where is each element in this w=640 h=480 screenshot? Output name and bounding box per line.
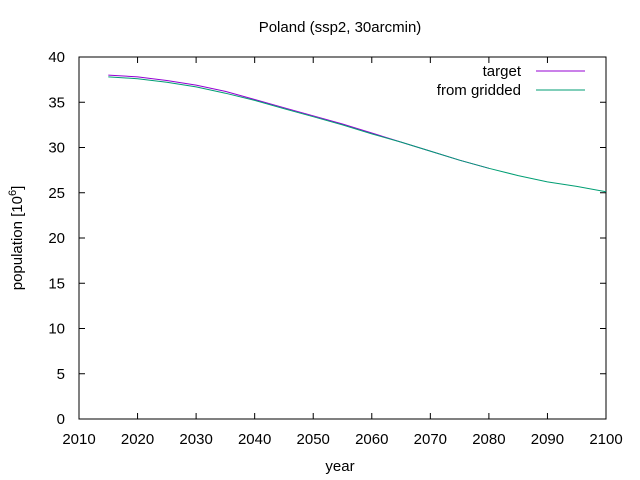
y-tick-label: 10	[48, 321, 65, 338]
y-axis-label: population [106]	[7, 186, 26, 291]
x-tick-label: 2020	[121, 431, 154, 448]
y-axis-label-main: population [10	[9, 196, 26, 290]
x-tick-label: 2030	[179, 431, 212, 448]
y-tick-label: 5	[57, 366, 65, 383]
series-lines	[108, 74, 607, 193]
legend-label-from-gridded: from gridded	[437, 82, 521, 99]
legend: target from gridded	[437, 63, 585, 99]
y-tick-label: 35	[48, 94, 65, 111]
series-line-target	[108, 74, 490, 169]
legend-label-target: target	[483, 63, 522, 80]
x-tick-label: 2050	[297, 431, 330, 448]
x-tick-label: 2060	[355, 431, 388, 448]
x-tick-label: 2090	[531, 431, 564, 448]
y-tick-label: 25	[48, 185, 65, 202]
y-tick-label: 20	[48, 230, 65, 247]
y-tick-label: 40	[48, 49, 65, 66]
y-axis-label-exponent: 6	[7, 190, 19, 196]
y-tick-labels: 0 5 10 15 20 25 30 35 40	[48, 49, 65, 428]
chart-title: Poland (ssp2, 30arcmin)	[259, 19, 422, 36]
y-tick-label: 30	[48, 140, 65, 157]
x-tick-labels: 2010 2020 2030 2040 2050 2060 2070 2080 2090 2100	[62, 431, 622, 448]
x-tick-label: 2070	[414, 431, 447, 448]
x-tick-label: 2040	[238, 431, 271, 448]
series-line-from-gridded	[108, 76, 607, 193]
y-tick-label: 15	[48, 275, 65, 292]
x-tick-label: 2100	[589, 431, 622, 448]
axis-ticks	[78, 56, 607, 420]
x-tick-label: 2010	[62, 431, 95, 448]
x-tick-label: 2080	[472, 431, 505, 448]
x-axis-label: year	[325, 458, 354, 475]
y-tick-label: 0	[57, 411, 65, 428]
y-axis-label-close: ]	[9, 186, 26, 190]
plot-frame	[78, 56, 607, 420]
